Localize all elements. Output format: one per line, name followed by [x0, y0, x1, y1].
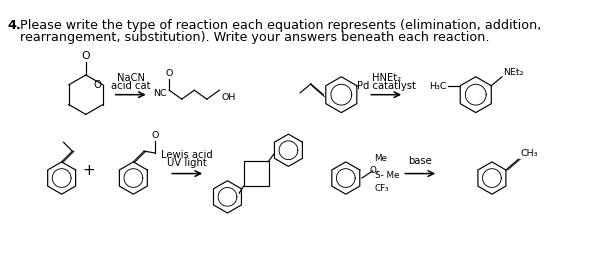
Text: Please write the type of reaction each equation represents (elimination, additio: Please write the type of reaction each e… — [20, 19, 542, 32]
Text: S- Me: S- Me — [375, 170, 400, 179]
Text: NaCN: NaCN — [116, 73, 145, 83]
Text: CH₃: CH₃ — [521, 149, 538, 158]
Text: UV light: UV light — [168, 158, 207, 168]
Text: Pd catatlyst: Pd catatlyst — [357, 81, 416, 91]
Text: 4.: 4. — [8, 19, 22, 32]
Text: HNEt₂: HNEt₂ — [371, 73, 400, 83]
Text: O: O — [151, 130, 158, 139]
Text: NEt₂: NEt₂ — [503, 68, 524, 76]
Text: acid cat: acid cat — [111, 81, 150, 91]
Text: H₃C: H₃C — [429, 82, 447, 91]
Text: O: O — [166, 69, 173, 77]
Text: OH: OH — [221, 93, 235, 102]
Text: O: O — [81, 51, 90, 60]
Text: Me: Me — [375, 153, 387, 162]
Text: Lewis acid: Lewis acid — [161, 150, 213, 160]
Text: +: + — [82, 162, 95, 177]
Text: NC: NC — [153, 89, 167, 98]
Text: O: O — [93, 80, 101, 90]
Text: base: base — [408, 155, 432, 165]
Text: CF₃: CF₃ — [375, 184, 389, 193]
Text: O,: O, — [370, 165, 379, 174]
Text: rearrangement, substitution). Write your answers beneath each reaction.: rearrangement, substitution). Write your… — [20, 31, 490, 44]
